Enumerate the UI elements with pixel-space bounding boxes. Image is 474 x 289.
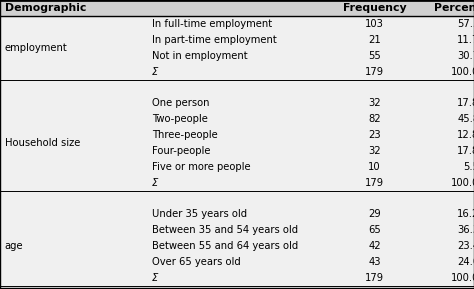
- Text: Not in employment: Not in employment: [152, 51, 247, 61]
- Text: Over 65 years old: Over 65 years old: [152, 257, 240, 267]
- Text: 100.00: 100.00: [451, 273, 474, 283]
- Text: 32: 32: [368, 146, 381, 156]
- Text: 10: 10: [368, 162, 381, 172]
- Text: 82: 82: [368, 114, 381, 124]
- Text: 16.20: 16.20: [457, 209, 474, 218]
- Text: Σ: Σ: [152, 273, 158, 283]
- Text: Σ: Σ: [152, 178, 158, 188]
- Text: 103: 103: [365, 19, 384, 29]
- Text: Between 35 and 54 years old: Between 35 and 54 years old: [152, 225, 298, 235]
- Text: 23.46: 23.46: [457, 241, 474, 251]
- Text: Five or more people: Five or more people: [152, 162, 250, 172]
- Text: 45.81: 45.81: [457, 114, 474, 124]
- Text: 17.88: 17.88: [457, 146, 474, 156]
- Text: In part-time employment: In part-time employment: [152, 35, 276, 45]
- Text: 179: 179: [365, 273, 384, 283]
- Text: Three-people: Three-people: [152, 130, 218, 140]
- Text: 29: 29: [368, 209, 381, 218]
- Text: 100.00: 100.00: [451, 67, 474, 77]
- Text: Household size: Household size: [5, 138, 80, 148]
- Text: In full-time employment: In full-time employment: [152, 19, 272, 29]
- Bar: [0, 0, 474, 16]
- Text: 42: 42: [368, 241, 381, 251]
- Text: Two-people: Two-people: [152, 114, 208, 124]
- Text: 23: 23: [368, 130, 381, 140]
- Text: 179: 179: [365, 67, 384, 77]
- Text: 24.03: 24.03: [457, 257, 474, 267]
- Text: 12.85: 12.85: [457, 130, 474, 140]
- Text: 32: 32: [368, 98, 381, 108]
- Text: 43: 43: [368, 257, 381, 267]
- Text: age: age: [5, 241, 23, 251]
- Text: 100.00: 100.00: [451, 178, 474, 188]
- Text: 36.31: 36.31: [457, 225, 474, 235]
- Text: Frequency: Frequency: [343, 3, 406, 13]
- Text: Between 55 and 64 years old: Between 55 and 64 years old: [152, 241, 298, 251]
- Text: 179: 179: [365, 178, 384, 188]
- Text: One person: One person: [152, 98, 209, 108]
- Text: 11.73: 11.73: [457, 35, 474, 45]
- Text: 21: 21: [368, 35, 381, 45]
- Text: 55: 55: [368, 51, 381, 61]
- Text: Σ: Σ: [152, 67, 158, 77]
- Text: Under 35 years old: Under 35 years old: [152, 209, 247, 218]
- Text: Four-people: Four-people: [152, 146, 210, 156]
- Text: 65: 65: [368, 225, 381, 235]
- Text: 30.73: 30.73: [457, 51, 474, 61]
- Text: Percent: Percent: [434, 3, 474, 13]
- Text: employment: employment: [5, 43, 67, 53]
- Text: 5.59: 5.59: [464, 162, 474, 172]
- Text: 17.88: 17.88: [457, 98, 474, 108]
- Text: Demographic: Demographic: [5, 3, 86, 13]
- Text: 57.54: 57.54: [457, 19, 474, 29]
